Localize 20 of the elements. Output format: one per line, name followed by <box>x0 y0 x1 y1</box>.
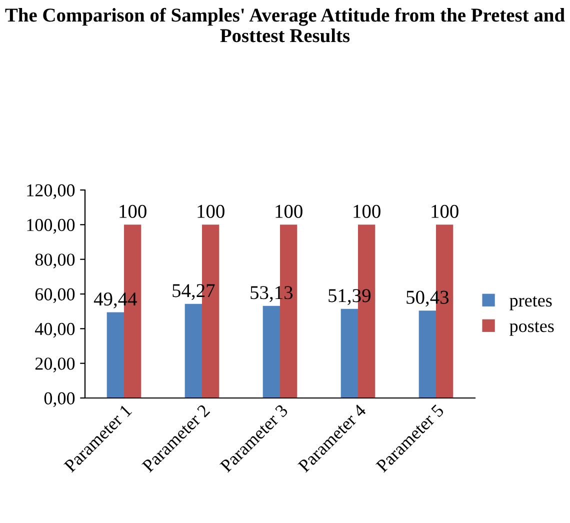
data-label: 100 <box>432 204 458 218</box>
data-label: 100 <box>198 204 224 218</box>
y-tick-label: 120,00 <box>27 184 75 200</box>
legend-label: pretes <box>510 296 552 310</box>
bar <box>340 308 358 398</box>
data-label: 100 <box>120 204 146 218</box>
bar <box>418 310 436 398</box>
bar <box>106 312 124 398</box>
bar <box>262 306 280 398</box>
y-tick-label: 100,00 <box>27 218 75 234</box>
y-tick-label: 80,00 <box>35 254 75 268</box>
data-label: 100 <box>276 204 302 218</box>
y-tick-label: 20,00 <box>35 358 75 372</box>
y-tick-label: 60,00 <box>35 288 75 304</box>
y-tick-label: 0,00 <box>44 392 75 408</box>
legend-label: postes <box>510 322 554 336</box>
data-label: 100 <box>354 204 380 218</box>
chart-title: The Comparison of Samples' Average Attitude from the Pretest and Posttest Results <box>5 8 565 42</box>
y-tick-label: 40,00 <box>35 322 75 338</box>
bar <box>184 304 202 398</box>
